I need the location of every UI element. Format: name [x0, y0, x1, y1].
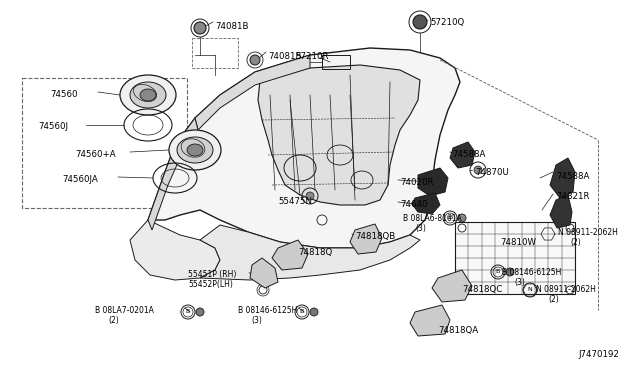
Text: 74560+A: 74560+A	[75, 150, 116, 159]
Polygon shape	[195, 55, 310, 130]
Text: 74588A: 74588A	[452, 150, 485, 159]
Polygon shape	[432, 270, 472, 302]
Polygon shape	[550, 195, 572, 228]
Polygon shape	[550, 158, 575, 198]
Text: 74020R: 74020R	[400, 178, 433, 187]
Text: B: B	[185, 309, 189, 314]
Polygon shape	[410, 305, 450, 336]
Ellipse shape	[140, 89, 156, 101]
Ellipse shape	[196, 308, 204, 316]
Text: B 08LA6-8161A: B 08LA6-8161A	[403, 214, 461, 223]
Text: 74081B: 74081B	[268, 52, 301, 61]
Ellipse shape	[169, 130, 221, 170]
Text: 57210Q: 57210Q	[430, 18, 464, 27]
Text: (2): (2)	[108, 316, 119, 325]
Text: B 08146-6125H: B 08146-6125H	[502, 268, 561, 277]
Text: 74818Q: 74818Q	[298, 248, 332, 257]
Text: (2): (2)	[570, 238, 580, 247]
Ellipse shape	[310, 308, 318, 316]
Polygon shape	[450, 142, 475, 168]
Bar	[192, 38, 238, 68]
Text: B 08LA7-0201A: B 08LA7-0201A	[95, 306, 154, 315]
Text: 57210R: 57210R	[295, 52, 328, 61]
Bar	[322, 55, 350, 69]
Text: N 08911-2062H: N 08911-2062H	[536, 285, 596, 294]
Text: 74081B: 74081B	[215, 22, 248, 31]
Text: N: N	[527, 287, 532, 292]
Ellipse shape	[187, 144, 203, 156]
Text: B: B	[495, 269, 499, 274]
Text: (3): (3)	[514, 278, 525, 287]
Ellipse shape	[130, 82, 166, 108]
Text: 74818QC: 74818QC	[462, 285, 502, 294]
Text: 74821R: 74821R	[556, 192, 589, 201]
Bar	[22, 78, 187, 208]
Text: B: B	[448, 215, 452, 220]
Text: B: B	[299, 309, 303, 314]
Ellipse shape	[474, 166, 482, 174]
Ellipse shape	[413, 15, 427, 29]
Text: 55475N: 55475N	[278, 197, 312, 206]
Ellipse shape	[177, 137, 213, 163]
Text: 55451P (RH): 55451P (RH)	[188, 270, 236, 279]
Ellipse shape	[250, 55, 260, 65]
Text: 74560J: 74560J	[38, 122, 68, 131]
Polygon shape	[130, 220, 220, 280]
Polygon shape	[272, 240, 308, 270]
Text: (3): (3)	[415, 224, 426, 233]
Polygon shape	[148, 118, 198, 230]
Polygon shape	[148, 48, 460, 248]
Text: 74870U: 74870U	[475, 168, 509, 177]
Text: 74818QB: 74818QB	[355, 232, 396, 241]
Text: 74560JA: 74560JA	[62, 175, 98, 184]
Text: 74560: 74560	[50, 90, 77, 99]
Text: N 08911-2062H: N 08911-2062H	[558, 228, 618, 237]
Polygon shape	[412, 193, 440, 214]
Ellipse shape	[506, 268, 514, 276]
Text: J7470192: J7470192	[578, 350, 619, 359]
Ellipse shape	[120, 75, 176, 115]
Polygon shape	[350, 224, 382, 254]
Ellipse shape	[458, 214, 466, 222]
Text: B 08146-6125H: B 08146-6125H	[238, 306, 298, 315]
Ellipse shape	[194, 22, 206, 34]
Text: 74640: 74640	[400, 200, 428, 209]
Text: (3): (3)	[251, 316, 262, 325]
Text: 74818QA: 74818QA	[438, 326, 478, 335]
Polygon shape	[418, 168, 448, 196]
Text: 55452P(LH): 55452P(LH)	[188, 280, 233, 289]
Polygon shape	[250, 258, 278, 288]
Ellipse shape	[306, 192, 314, 200]
Text: (2): (2)	[548, 295, 559, 304]
Text: 74588A: 74588A	[556, 172, 589, 181]
Text: 74810W: 74810W	[500, 238, 536, 247]
Polygon shape	[258, 65, 420, 205]
Bar	[455, 222, 575, 294]
Polygon shape	[200, 225, 420, 280]
